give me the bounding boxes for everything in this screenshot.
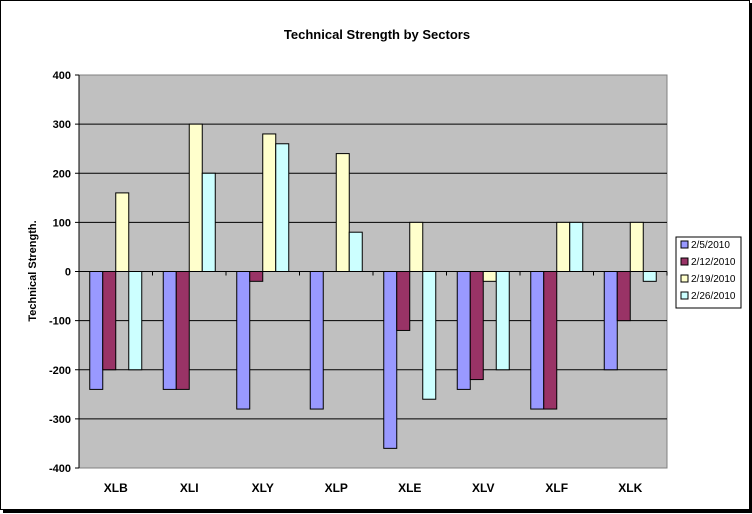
y-tick-label: -200 [49,365,71,377]
bar [175,271,190,390]
bar [262,133,277,272]
bar [236,271,251,410]
bar [115,192,130,272]
y-tick-label: -300 [49,414,71,426]
x-tick-label: XLF [545,481,568,495]
y-tick-label: 100 [53,217,71,229]
bar [603,271,618,371]
bar [495,271,510,371]
x-tick-label: XLY [252,481,274,495]
legend-label: 2/19/2010 [691,274,736,285]
bar [201,172,216,272]
legend-label: 2/12/2010 [691,257,736,268]
bar [335,153,350,273]
bar [642,271,657,282]
bar [89,271,104,390]
bar [383,271,398,449]
bar [188,123,203,272]
x-tick-label: XLE [398,481,421,495]
y-tick-label: -400 [49,463,71,475]
legend-swatch [680,291,689,300]
legend-swatch [680,257,689,266]
x-tick-label: XLV [472,481,494,495]
y-axis-ticks: 400 300 200 100 0 -100 -200 -300 -400 [49,70,79,475]
x-tick-label: XLK [618,481,642,495]
bar [530,271,545,410]
bar [556,221,571,272]
legend-label: 2/5/2010 [691,240,730,251]
y-tick-label: 300 [53,119,71,131]
bar [275,143,290,272]
y-tick-label: 400 [53,70,71,82]
bar [309,271,324,410]
bar [629,221,644,272]
bar [409,221,424,272]
x-tick-label: XLP [325,481,348,495]
bar [162,271,177,390]
bar [616,271,631,322]
x-tick-label: XLI [180,481,199,495]
bar [422,271,437,400]
bar [128,271,143,371]
bar [396,271,411,331]
bar [569,221,584,272]
bar [482,271,497,282]
legend-swatch [680,274,689,283]
bar [102,271,117,371]
chart-title: Technical Strength by Sectors [284,27,470,42]
legend-swatch [680,240,689,249]
bar [348,231,363,272]
bar [469,271,484,381]
y-tick-label: 0 [65,267,71,279]
legend-label: 2/26/2010 [691,291,736,302]
x-tick-label: XLB [104,481,128,495]
legend: 2/5/2010 2/12/2010 2/19/2010 2/26/2010 [675,236,742,309]
bar [249,271,264,282]
y-tick-label: 200 [53,168,71,180]
bar [456,271,471,390]
y-tick-label: -100 [49,316,71,328]
y-axis-label: Technical Strength. [27,220,39,321]
x-axis-ticks: XLB XLI XLY XLP XLE XLV XLF XLK [78,271,668,495]
bar [543,271,558,410]
